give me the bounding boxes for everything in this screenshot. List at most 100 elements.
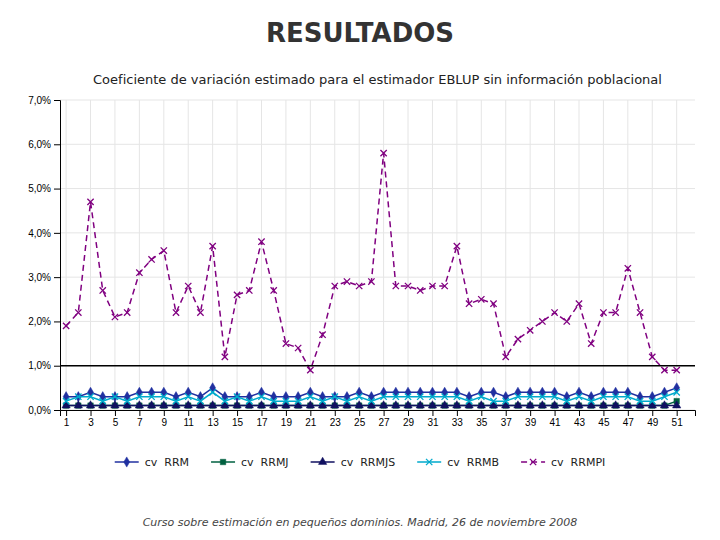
point <box>564 398 570 404</box>
y-axis-line <box>54 101 61 411</box>
point <box>674 389 680 395</box>
x-tick-mark <box>555 410 556 416</box>
point <box>661 394 667 400</box>
point <box>674 367 680 373</box>
point <box>611 401 619 408</box>
point <box>271 287 277 293</box>
point <box>393 283 399 289</box>
legend-marker <box>530 459 536 465</box>
x-tick-mark <box>677 410 678 416</box>
point <box>75 394 81 400</box>
x-tick-mark <box>481 410 482 416</box>
x-tick-label: 13 <box>208 417 220 428</box>
x-tick-label: 29 <box>403 417 415 428</box>
x-grid-line <box>261 100 262 410</box>
point <box>539 394 545 400</box>
point <box>637 398 643 404</box>
x-tick: 1 <box>64 410 70 428</box>
point <box>441 401 449 408</box>
y-tick-mark <box>54 100 60 101</box>
x-tick-mark <box>530 410 531 416</box>
series <box>63 383 679 402</box>
x-axis: 1357911131517192123252729313335373941434… <box>61 410 696 428</box>
x-tick-mark <box>213 410 214 416</box>
point <box>306 401 314 408</box>
x-tick-label: 31 <box>427 417 439 428</box>
title: Coeficiente de variación estimado para e… <box>93 72 662 87</box>
point <box>234 394 240 400</box>
point <box>147 401 155 408</box>
point <box>600 394 606 400</box>
point <box>514 401 522 408</box>
legend-label: cv RRM <box>145 456 189 469</box>
point <box>612 394 618 400</box>
legend-marker <box>124 457 130 467</box>
point <box>356 283 362 289</box>
legend-marker <box>426 459 432 465</box>
x-tick: 15 <box>232 410 244 428</box>
x-tick: 31 <box>427 410 439 428</box>
grid <box>60 100 695 410</box>
point <box>442 394 448 400</box>
y-tick-label: 0,0% <box>28 405 51 416</box>
point <box>477 401 485 408</box>
point <box>551 394 557 400</box>
point <box>148 256 154 262</box>
y-axis: 0,0%1,0%2,0%3,0%4,0%5,0%6,0%7,0% <box>28 95 60 416</box>
y-tick: 5,0% <box>28 183 60 194</box>
point <box>491 387 497 397</box>
point <box>271 398 277 404</box>
point <box>429 394 435 400</box>
point <box>588 398 594 404</box>
point <box>344 398 350 404</box>
point <box>160 401 168 408</box>
y-tick: 1,0% <box>28 360 60 371</box>
x-tick: 5 <box>113 410 119 428</box>
point <box>222 398 228 404</box>
header: RESULTADOS <box>266 18 454 48</box>
point <box>295 398 301 404</box>
point <box>527 327 533 333</box>
y-grid-line <box>60 144 695 145</box>
series-line <box>66 392 677 401</box>
point <box>660 401 668 408</box>
x-tick-mark <box>115 410 116 416</box>
y-tick: 7,0% <box>28 95 60 106</box>
x-tick-mark <box>408 410 409 416</box>
y-grid-line <box>60 232 695 233</box>
point <box>209 389 215 395</box>
legend-item: cv RRMPI <box>521 456 605 469</box>
x-tick-mark <box>188 410 189 416</box>
point <box>283 398 289 404</box>
legend-item: cv RRMJS <box>311 456 396 469</box>
x-tick: 39 <box>525 410 537 428</box>
point <box>673 401 681 408</box>
point <box>307 394 313 400</box>
x-grid-line <box>66 100 67 410</box>
x-tick-label: 37 <box>501 417 513 428</box>
point <box>148 394 154 400</box>
point <box>63 323 69 329</box>
y-tick-mark <box>54 233 60 234</box>
legend-item: cv RRMB <box>417 456 499 469</box>
point <box>612 309 618 315</box>
point <box>184 401 192 408</box>
x-tick: 9 <box>162 410 168 428</box>
point <box>515 336 521 342</box>
x-tick-mark <box>457 410 458 416</box>
point <box>405 394 411 400</box>
footer: Curso sobre estimación en pequeños domin… <box>143 516 578 529</box>
series <box>63 389 680 404</box>
point <box>307 367 313 373</box>
x-tick-mark <box>579 410 580 416</box>
point <box>75 309 81 315</box>
y-grid-line <box>60 100 695 101</box>
x-tick: 49 <box>647 410 659 428</box>
x-tick: 51 <box>672 410 684 428</box>
x-tick-label: 11 <box>184 417 195 428</box>
x-tick-mark <box>261 410 262 416</box>
point <box>442 283 448 289</box>
point <box>173 309 179 315</box>
y-tick-mark <box>54 277 60 278</box>
x-tick-label: 47 <box>623 417 635 428</box>
